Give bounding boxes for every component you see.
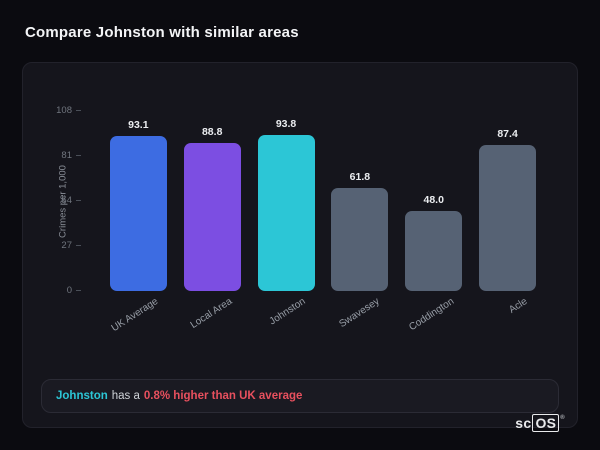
bar-group: 93.8 Johnston (257, 111, 315, 327)
x-tick-label: UK Average (109, 296, 161, 335)
y-tick: 108 (56, 105, 81, 117)
x-tick-label: Coddington (406, 296, 456, 334)
scos-logo: sc OS ® (515, 414, 565, 432)
note-text: has a (111, 390, 140, 402)
x-tick-label: Local Area (188, 296, 235, 331)
logo-box: OS (532, 414, 560, 432)
bar-chart: Crimes per 1,000 0 27 54 81 108 93.1 UK Avera… (23, 63, 577, 363)
y-axis: 0 27 54 81 108 (23, 105, 81, 296)
y-tick: 27 (61, 240, 81, 252)
x-tick-label: Acle (507, 296, 530, 316)
x-tick-label: Johnston (267, 296, 309, 328)
note-area-name: Johnston (56, 390, 108, 402)
note-highlight: 0.8% higher than UK average (143, 390, 303, 402)
bar-value-label: 87.4 (497, 128, 518, 141)
chart-card: Crimes per 1,000 0 27 54 81 108 93.1 UK Avera… (22, 62, 578, 432)
bar-value-label: 93.1 (128, 118, 149, 131)
registered-mark: ® (560, 415, 565, 421)
bar-value-label: 61.8 (349, 171, 371, 183)
bar-uk-average[interactable] (109, 135, 167, 291)
summary-note: Johnston has a 0.8% higher than UK avera… (41, 379, 559, 413)
page-title: Compare Johnston with similar areas (25, 24, 299, 41)
bar-swavesey[interactable] (331, 188, 389, 291)
plot-area: 93.1 UK Average 88.8 Local Area 93.8 Johnston… (93, 111, 553, 334)
bar-value-label: 93.8 (275, 117, 297, 130)
bar-group: 48.0 Coddington (405, 111, 463, 333)
bar-group: 88.8 Local Area (183, 111, 241, 331)
bar-value-label: 88.8 (201, 126, 223, 138)
bar-group: 61.8 Swavesey (331, 111, 389, 330)
y-tick: 81 (61, 150, 81, 162)
bar-group: 87.4 Acle (479, 111, 537, 316)
bar-local-area[interactable] (183, 143, 241, 291)
x-tick-label: Swavesey (337, 296, 382, 331)
y-tick: 54 (61, 195, 81, 207)
bar-value-label: 48.0 (423, 194, 444, 207)
y-tick: 0 (67, 285, 81, 297)
bar-acle[interactable] (479, 145, 537, 291)
bar-coddington[interactable] (405, 211, 463, 291)
bar-johnston[interactable] (257, 134, 315, 291)
logo-prefix: sc (515, 415, 532, 431)
bar-group: 93.1 UK Average (109, 111, 167, 334)
